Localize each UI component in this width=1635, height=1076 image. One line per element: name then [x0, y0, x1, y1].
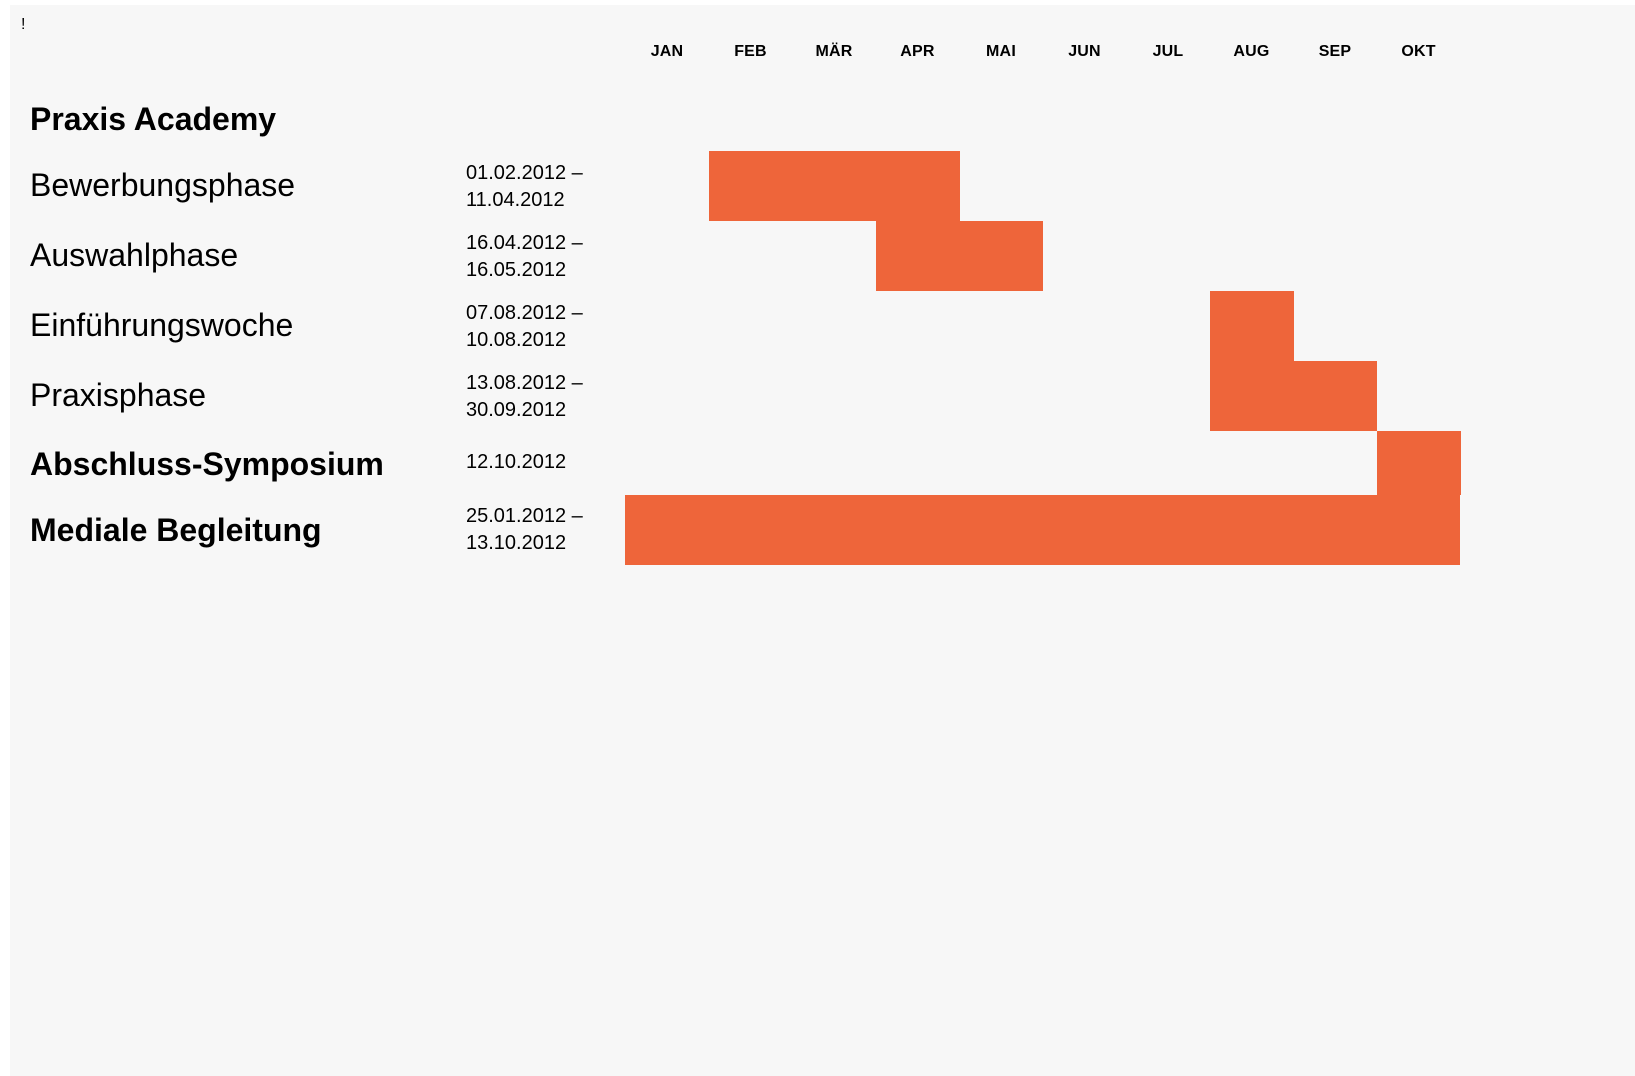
- gantt-bar: [625, 495, 1460, 565]
- chart-title: Praxis Academy: [30, 101, 277, 137]
- gantt-bar: [709, 151, 960, 221]
- task-dates: 07.08.2012 – 10.08.2012: [466, 300, 583, 354]
- month-label: JUN: [1068, 43, 1101, 60]
- task-name: Praxisphase: [30, 377, 207, 413]
- month-label: JUL: [1152, 43, 1184, 60]
- month-label: MÄR: [815, 43, 853, 60]
- month-label: FEB: [734, 43, 767, 60]
- task-date-line: 13.10.2012: [466, 532, 567, 554]
- month-label: JAN: [650, 43, 684, 60]
- gantt-bar: [876, 221, 1043, 291]
- gantt-bar: [1210, 361, 1377, 431]
- task-date-line: 25.01.2012 –: [466, 505, 583, 527]
- gantt-bar: [1377, 431, 1461, 495]
- task-date-line: 01.02.2012 –: [466, 162, 583, 184]
- task-date-line: 07.08.2012 –: [466, 302, 583, 324]
- month-label: APR: [900, 43, 935, 60]
- task-date-line: 12.10.2012: [466, 451, 567, 473]
- task-dates: 25.01.2012 – 13.10.2012: [466, 503, 583, 557]
- gantt-canvas: ! JAN FEB MÄR APR MAI JUN JUL AUG SEP OKT Praxis …: [10, 5, 1635, 1076]
- task-name: Abschluss-Symposium: [30, 446, 384, 482]
- task-dates: 13.08.2012 – 30.09.2012: [466, 370, 583, 424]
- task-date-line: 13.08.2012 –: [466, 372, 583, 394]
- task-name: Mediale Begleitung: [30, 512, 322, 548]
- task-dates: 01.02.2012 – 11.04.2012: [466, 160, 583, 214]
- task-date-line: 30.09.2012: [466, 399, 567, 421]
- month-label: SEP: [1318, 43, 1352, 60]
- task-dates: 12.10.2012: [466, 449, 566, 476]
- cursor-mark: !: [21, 16, 26, 33]
- task-date-line: 10.08.2012: [466, 329, 567, 351]
- task-name: Einführungswoche: [30, 307, 294, 343]
- month-label: OKT: [1401, 43, 1436, 60]
- gantt-bar: [1210, 291, 1294, 361]
- task-date-line: 16.04.2012 –: [466, 232, 583, 254]
- task-name: Bewerbungsphase: [30, 167, 296, 203]
- task-date-line: 11.04.2012: [466, 189, 565, 211]
- month-label: AUG: [1233, 43, 1270, 60]
- task-name: Auswahlphase: [30, 237, 239, 273]
- task-date-line: 16.05.2012: [466, 259, 567, 281]
- month-label: MAI: [986, 43, 1016, 60]
- task-dates: 16.04.2012 – 16.05.2012: [466, 230, 583, 284]
